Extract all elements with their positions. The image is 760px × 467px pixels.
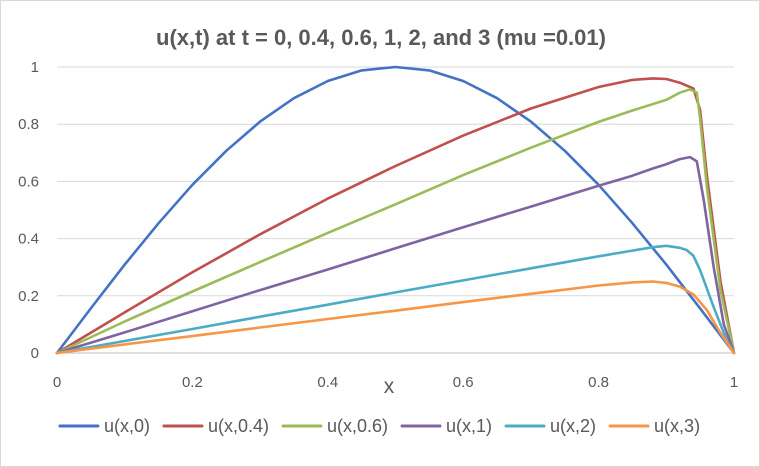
- legend: u(x,0) u(x,0.4) u(x,0.6) u(x,1) u(x,2) u(x,3): [58, 416, 700, 436]
- y-tick-label: 1: [31, 59, 39, 76]
- legend-label-2: u(x,0.6): [327, 416, 388, 436]
- series-line-5: [55, 280, 736, 355]
- y-tick-label: 0.2: [18, 288, 39, 305]
- y-tick-label: 0.6: [18, 173, 39, 190]
- tick-labels: 0 0.2 0.4 0.6 0.8 1 0 0.2 0.4 0.6 0.8 1: [18, 59, 738, 391]
- legend-label-1: u(x,0.4): [208, 416, 269, 436]
- x-tick-label: 0.8: [588, 374, 609, 391]
- y-tick-label: 0: [31, 345, 39, 362]
- chart-title: u(x,t) at t = 0, 0.4, 0.6, 1, 2, and 3 (…: [156, 25, 606, 50]
- series-line-0: [55, 65, 736, 355]
- x-tick-label: 1: [730, 374, 738, 391]
- y-tick-label: 0.4: [18, 231, 39, 248]
- series-line-3: [55, 155, 736, 355]
- series-line-4: [55, 244, 736, 355]
- x-tick-label: 0.2: [182, 374, 203, 391]
- x-tick-label: 0: [53, 374, 61, 391]
- y-tick-label: 0.8: [18, 116, 39, 133]
- x-axis-title: x: [384, 375, 395, 398]
- legend-label-5: u(x,3): [654, 416, 700, 436]
- x-tick-label: 0.6: [453, 374, 474, 391]
- grid-lines: [57, 66, 734, 297]
- legend-label-0: u(x,0): [104, 416, 150, 436]
- series-line-2: [55, 88, 736, 355]
- x-tick-label: 0.4: [317, 374, 338, 391]
- legend-label-3: u(x,1): [446, 416, 492, 436]
- legend-label-4: u(x,2): [550, 416, 596, 436]
- plot-series: [55, 65, 736, 355]
